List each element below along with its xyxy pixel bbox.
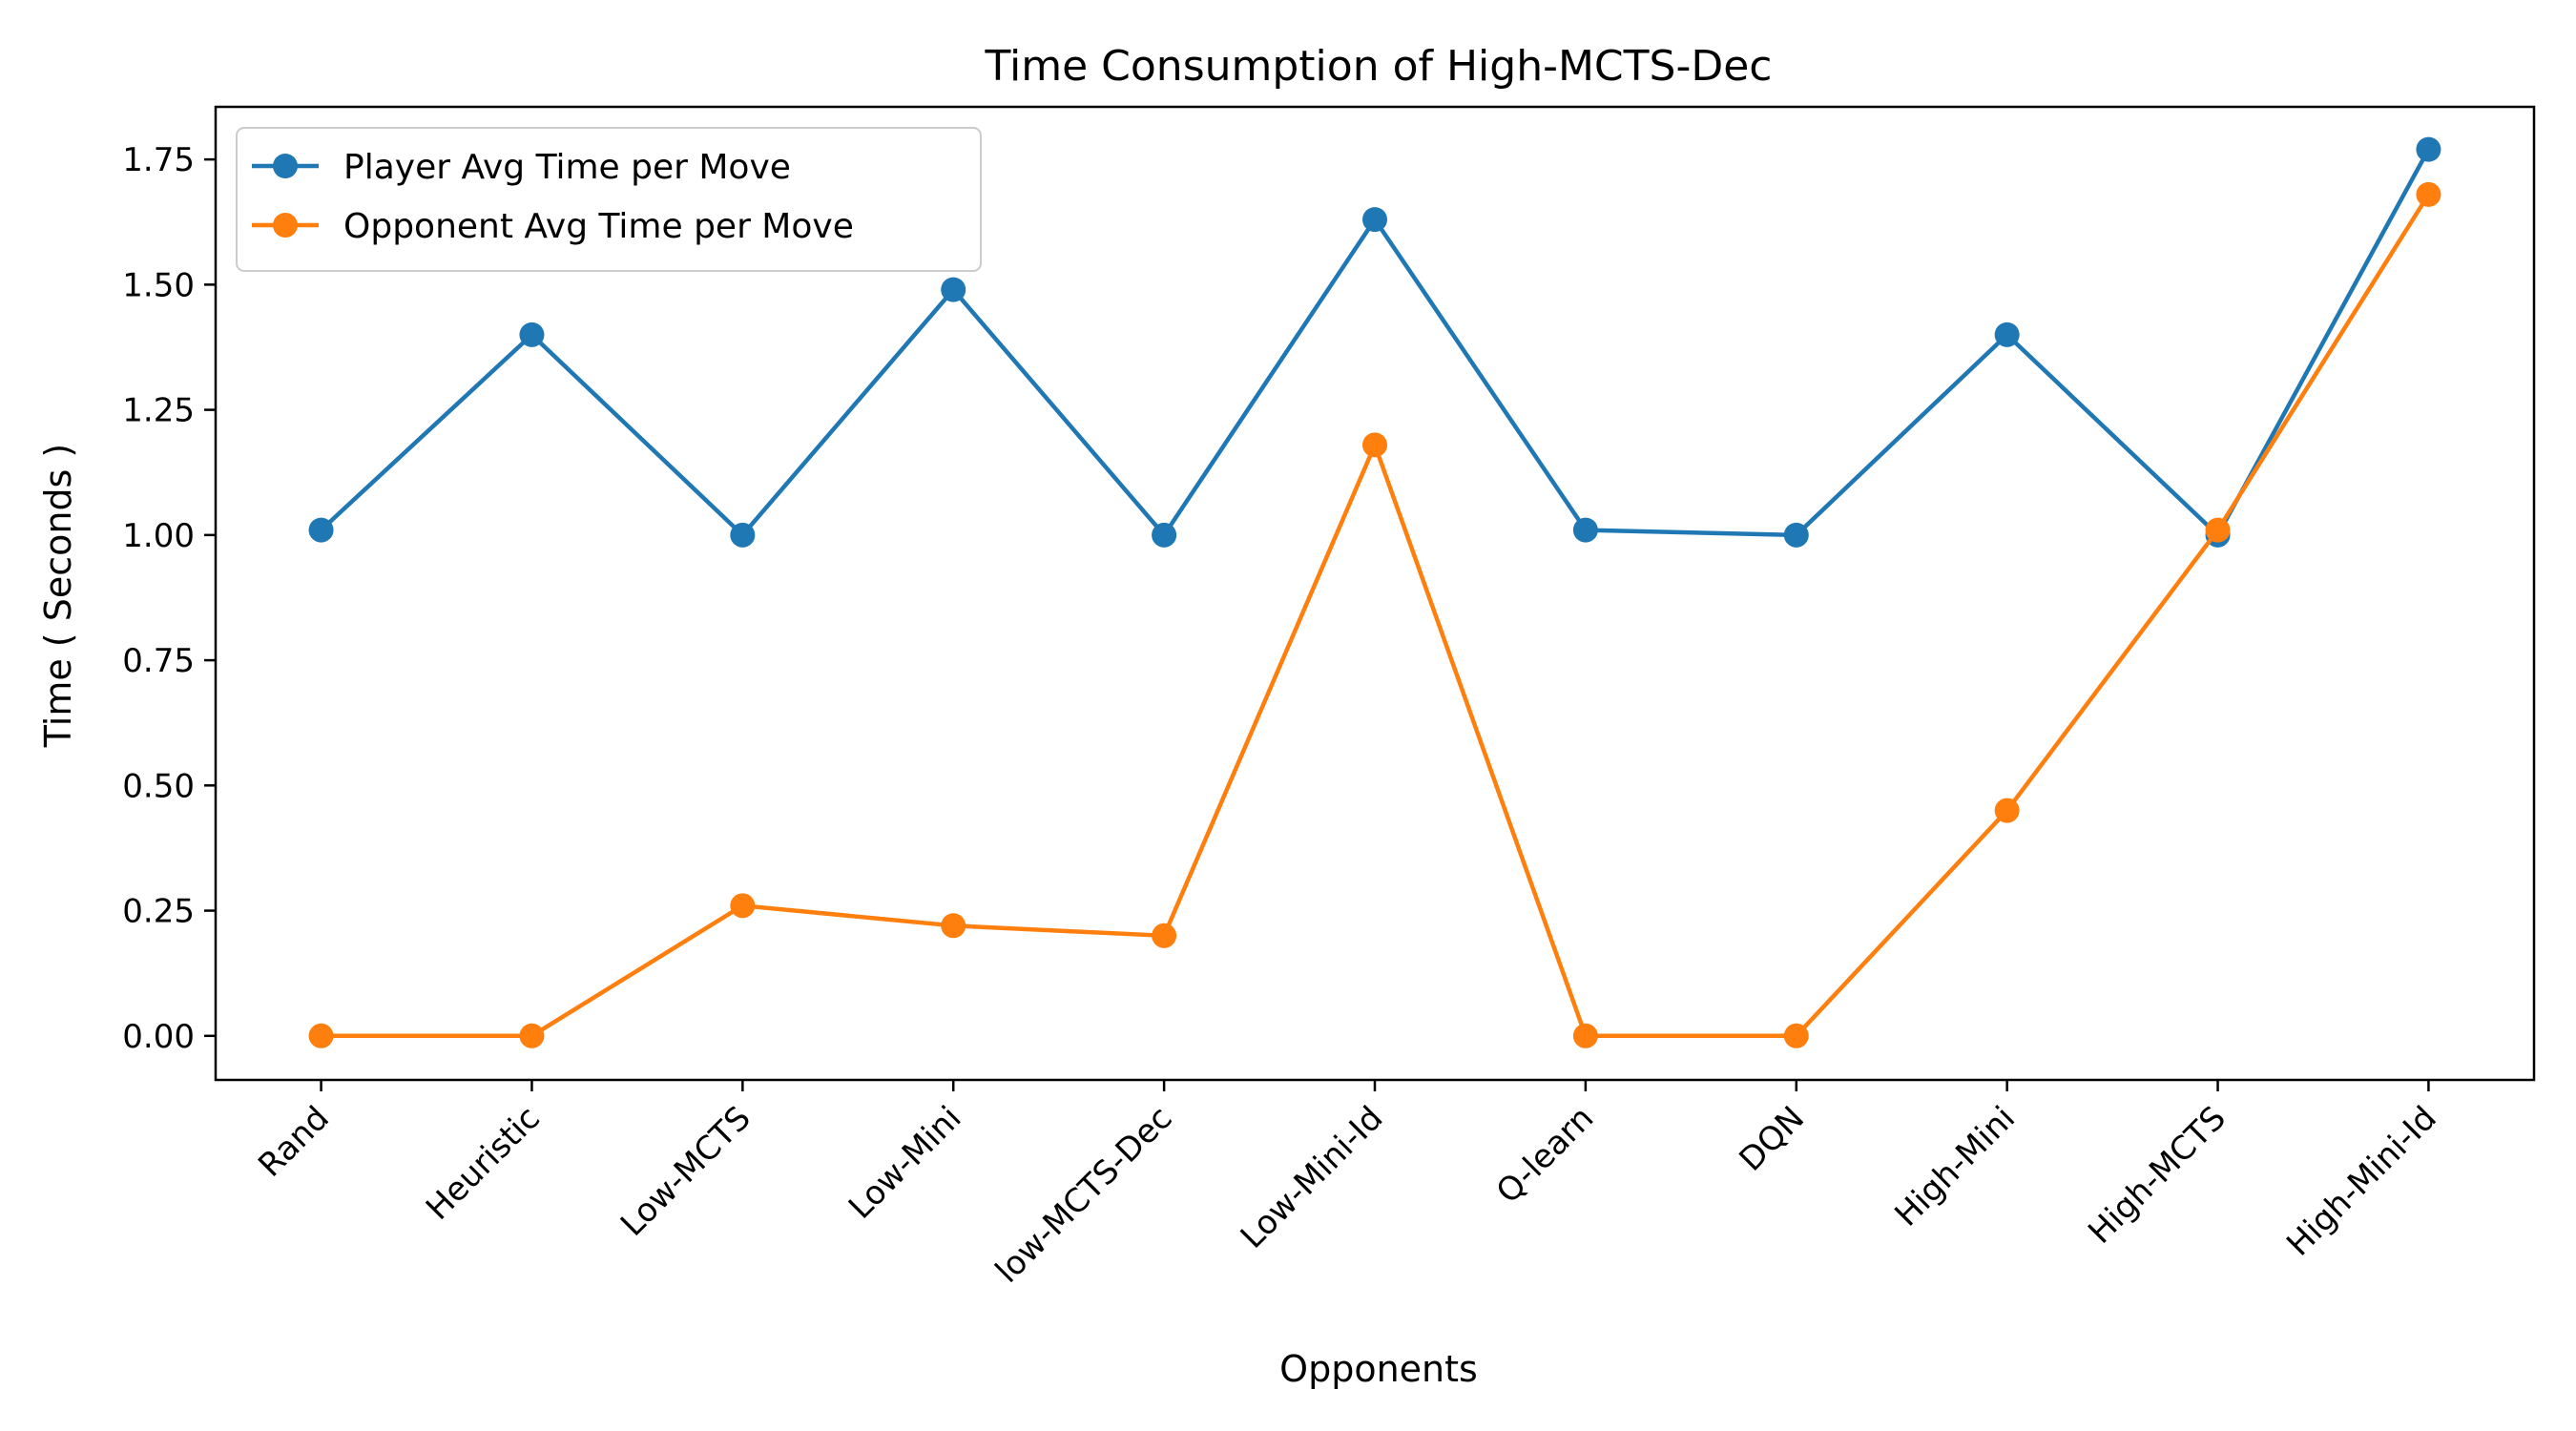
data-point [1152, 923, 1177, 948]
data-point [308, 1023, 334, 1048]
legend-swatch-marker [273, 213, 298, 238]
data-point [1572, 1023, 1598, 1048]
data-point [1994, 321, 2020, 347]
data-point [1783, 522, 1809, 548]
data-point [519, 321, 545, 347]
y-tick-label: 0.25 [122, 893, 195, 931]
data-point [730, 893, 756, 919]
data-point [1572, 517, 1598, 543]
data-point [941, 913, 966, 939]
data-point [941, 277, 966, 302]
data-point [308, 517, 334, 543]
series-1 [308, 181, 2441, 1048]
chart-title: Time Consumption of High-MCTS-Dec [985, 42, 1773, 91]
y-tick-label: 0.00 [122, 1018, 195, 1056]
y-tick-label: 0.75 [122, 642, 195, 680]
y-axis: 0.00 0.25 0.50 0.75 1.00 1.25 1.50 1.75 [122, 141, 216, 1056]
legend-swatch-marker [273, 154, 298, 178]
data-point [2416, 136, 2441, 162]
data-point [1783, 1023, 1809, 1048]
data-point [1994, 798, 2020, 823]
data-point [1362, 207, 1387, 233]
y-tick-label: 1.00 [122, 517, 195, 555]
legend-label: Player Avg Time per Move [343, 148, 791, 187]
data-point [1362, 432, 1387, 458]
data-point [2205, 517, 2231, 543]
legend-label: Opponent Avg Time per Move [343, 207, 854, 246]
data-point [519, 1023, 545, 1048]
series-0 [308, 136, 2441, 548]
legend-item: Player Avg Time per Move [252, 148, 791, 187]
legend-item: Opponent Avg Time per Move [252, 207, 854, 246]
data-point [730, 522, 756, 548]
y-tick-label: 1.50 [122, 266, 195, 304]
x-axis-label: Opponents [1279, 1348, 1478, 1390]
legend: Player Avg Time per Move Opponent Avg Tim… [236, 127, 982, 272]
y-tick-label: 0.50 [122, 767, 195, 805]
y-axis-label: Time ( Seconds ) [37, 444, 79, 749]
y-tick-label: 1.25 [122, 392, 195, 430]
data-point [2416, 181, 2441, 207]
data-point [1152, 522, 1177, 548]
legend-box [236, 127, 982, 272]
plot-area [308, 136, 2441, 1048]
y-tick-label: 1.75 [122, 141, 195, 179]
